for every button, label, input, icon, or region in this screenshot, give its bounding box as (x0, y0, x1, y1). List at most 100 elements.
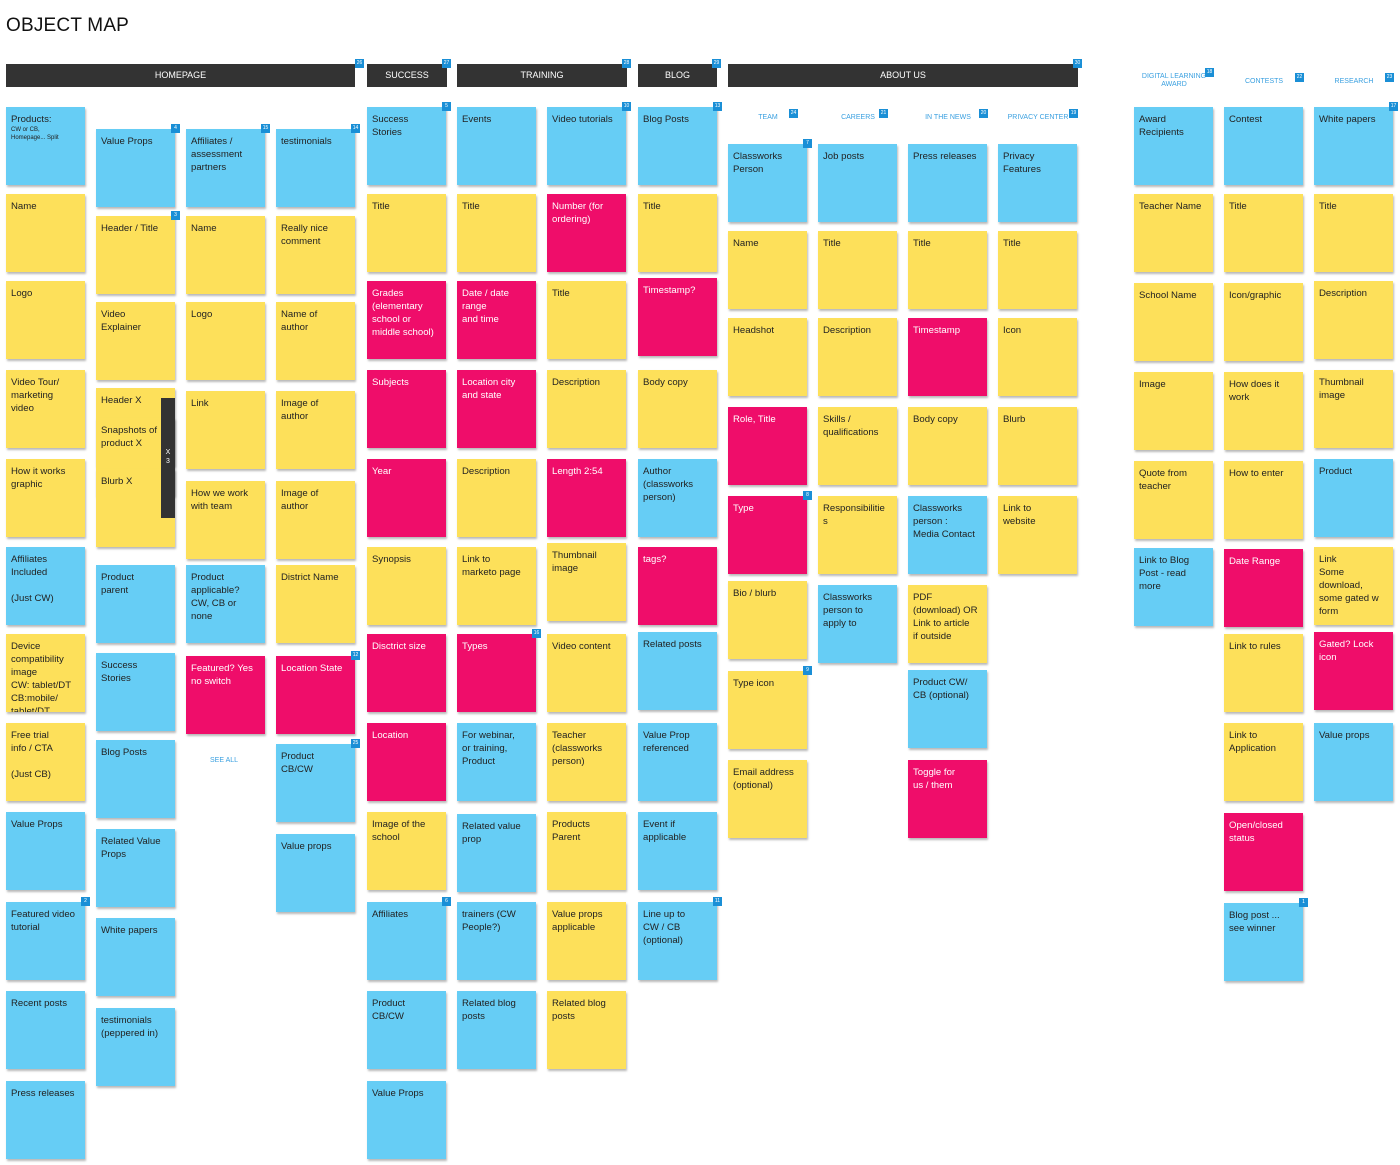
sticky-note[interactable]: Video tutorials (547, 107, 626, 185)
sticky-note[interactable]: Location State (276, 656, 355, 734)
sticky-note[interactable]: Type (728, 496, 807, 574)
sticky-note[interactable]: White papers (1314, 107, 1393, 185)
sticky-note[interactable]: Affiliates Included (Just CW) (6, 547, 85, 625)
subsection-header-careers[interactable]: CAREERS (841, 114, 875, 121)
sticky-note[interactable]: Number (for ordering) (547, 194, 626, 272)
sticky-note[interactable]: Classworks person to apply to (818, 585, 897, 663)
sticky-note[interactable]: Press releases (908, 144, 987, 222)
sticky-note[interactable]: How to enter (1224, 461, 1303, 539)
sticky-note[interactable]: Timestamp? (638, 278, 717, 356)
sticky-note[interactable]: Date / date range and time (457, 281, 536, 359)
sticky-note[interactable]: Link to marketo page (457, 547, 536, 625)
sticky-note[interactable]: Name (728, 231, 807, 309)
sticky-note[interactable]: Subjects (367, 370, 446, 448)
subsection-header-privacy-center[interactable]: PRIVACY CENTER (1007, 114, 1069, 121)
sticky-note[interactable]: Teacher Name (1134, 194, 1213, 272)
sticky-note[interactable]: testimonials (276, 129, 355, 207)
sticky-note[interactable]: Title (998, 231, 1077, 309)
sticky-note[interactable]: Blog Posts (96, 740, 175, 818)
sticky-note[interactable]: Free trial info / CTA (Just CB) (6, 723, 85, 801)
sticky-note[interactable]: Name of author (276, 302, 355, 380)
sticky-note[interactable]: Title (547, 281, 626, 359)
sticky-note[interactable]: Logo (186, 302, 265, 380)
sticky-note[interactable]: Product CB/CW (367, 991, 446, 1069)
sticky-note[interactable]: Image (1134, 372, 1213, 450)
sticky-note[interactable]: Privacy Features (998, 144, 1077, 222)
sticky-note[interactable]: Blurb (998, 407, 1077, 485)
sticky-note[interactable]: Video Tour/ marketing video (6, 370, 85, 448)
sticky-note[interactable]: Toggle for us / them (908, 760, 987, 838)
sticky-note[interactable]: Job posts (818, 144, 897, 222)
sticky-note[interactable]: Disctrict size (367, 634, 446, 712)
sticky-note[interactable]: Title (638, 194, 717, 272)
subsection-header-in-the-news[interactable]: IN THE NEWS (925, 114, 971, 121)
sticky-note[interactable]: Gated? Lock icon (1314, 632, 1393, 710)
sticky-note[interactable]: Role, Title (728, 407, 807, 485)
sticky-note[interactable]: PDF (download) OR Link to article if out… (908, 585, 987, 663)
sticky-note[interactable]: Title (1224, 194, 1303, 272)
sticky-note[interactable]: Blog Posts (638, 107, 717, 185)
sticky-note[interactable]: Link to website (998, 496, 1077, 574)
sticky-note[interactable]: Thumbnail image (547, 543, 626, 621)
sticky-note[interactable]: Author (classworks person) (638, 459, 717, 537)
sticky-note[interactable]: Video Explainer (96, 302, 175, 380)
sticky-note[interactable]: Location city and state (457, 370, 536, 448)
subsection-header-contests[interactable]: CONTESTS (1244, 78, 1284, 85)
sticky-note[interactable]: Header / Title (96, 216, 175, 294)
sticky-note[interactable]: Related posts (638, 632, 717, 710)
sticky-note[interactable]: Icon (998, 318, 1077, 396)
sticky-note[interactable]: Image of the school (367, 812, 446, 890)
subsection-header-research[interactable]: RESEARCH (1334, 78, 1374, 85)
sticky-note[interactable]: Name (6, 194, 85, 272)
sticky-note[interactable]: Recent posts (6, 991, 85, 1069)
sticky-note[interactable]: Featured? Yes no switch (186, 656, 265, 734)
sticky-note[interactable]: Open/closed status (1224, 813, 1303, 891)
sticky-note[interactable]: Featured video tutorial (6, 902, 85, 980)
sticky-note[interactable]: Award Recipients (1134, 107, 1213, 185)
sticky-note[interactable]: Products: CW or CB, Homepage... Split (6, 107, 85, 185)
sticky-note[interactable]: Description (818, 318, 897, 396)
sticky-note[interactable]: Press releases (6, 1081, 85, 1159)
sticky-note[interactable]: Name (186, 216, 265, 294)
sticky-note[interactable]: Video content (547, 634, 626, 712)
sticky-note[interactable]: Product applicable? CW, CB or none (186, 565, 265, 643)
sticky-note[interactable]: Really nice comment (276, 216, 355, 294)
sticky-note[interactable]: Body copy (908, 407, 987, 485)
sticky-note[interactable]: Responsibilitie s (818, 496, 897, 574)
sticky-note[interactable]: Skills / qualifications (818, 407, 897, 485)
sticky-note[interactable]: Location (367, 723, 446, 801)
sticky-note[interactable]: Types (457, 634, 536, 712)
sticky-note[interactable]: Device compatibility image CW: tablet/DT… (6, 634, 85, 712)
sticky-note[interactable]: For webinar, or training, Product (457, 723, 536, 801)
sticky-note[interactable]: Logo (6, 281, 85, 359)
sticky-note[interactable]: Value Prop referenced (638, 723, 717, 801)
sticky-note[interactable]: How it works graphic (6, 459, 85, 537)
sticky-note[interactable]: tags? (638, 547, 717, 625)
subsection-header-digital-learning-award[interactable]: DIGITAL LEARNING AWARD (1141, 73, 1207, 88)
sticky-note[interactable]: Blog post ... see winner (1224, 903, 1303, 981)
sticky-note[interactable]: Product CB/CW (276, 744, 355, 822)
sticky-note[interactable]: Classworks Person (728, 144, 807, 222)
sticky-note[interactable]: Success Stories (367, 107, 446, 185)
sticky-note[interactable]: Product (1314, 459, 1393, 537)
sticky-note[interactable]: Value Props (96, 129, 175, 207)
sticky-note[interactable]: Length 2:54 (547, 459, 626, 537)
sticky-note[interactable]: Timestamp (908, 318, 987, 396)
sticky-note[interactable]: Link to Application (1224, 723, 1303, 801)
sticky-note[interactable]: Classworks person : Media Contact (908, 496, 987, 574)
sticky-note[interactable]: Bio / blurb (728, 581, 807, 659)
sticky-note[interactable]: Description (457, 459, 536, 537)
sticky-note[interactable]: Date Range (1224, 549, 1303, 627)
sticky-note[interactable]: Products Parent (547, 812, 626, 890)
sticky-note[interactable]: Contest (1224, 107, 1303, 185)
sticky-note[interactable]: Quote from teacher (1134, 461, 1213, 539)
sticky-note[interactable]: Value Props (6, 812, 85, 890)
sticky-note[interactable]: Related Value Props (96, 829, 175, 907)
sticky-note[interactable]: Title (457, 194, 536, 272)
sticky-note[interactable]: Headshot (728, 318, 807, 396)
sticky-note[interactable]: How we work with team (186, 481, 265, 559)
sticky-note[interactable]: Related value prop (457, 814, 536, 892)
sticky-note[interactable]: Link to Blog Post - read more (1134, 548, 1213, 626)
sticky-note[interactable]: Image of author (276, 391, 355, 469)
sticky-note[interactable]: Body copy (638, 370, 717, 448)
